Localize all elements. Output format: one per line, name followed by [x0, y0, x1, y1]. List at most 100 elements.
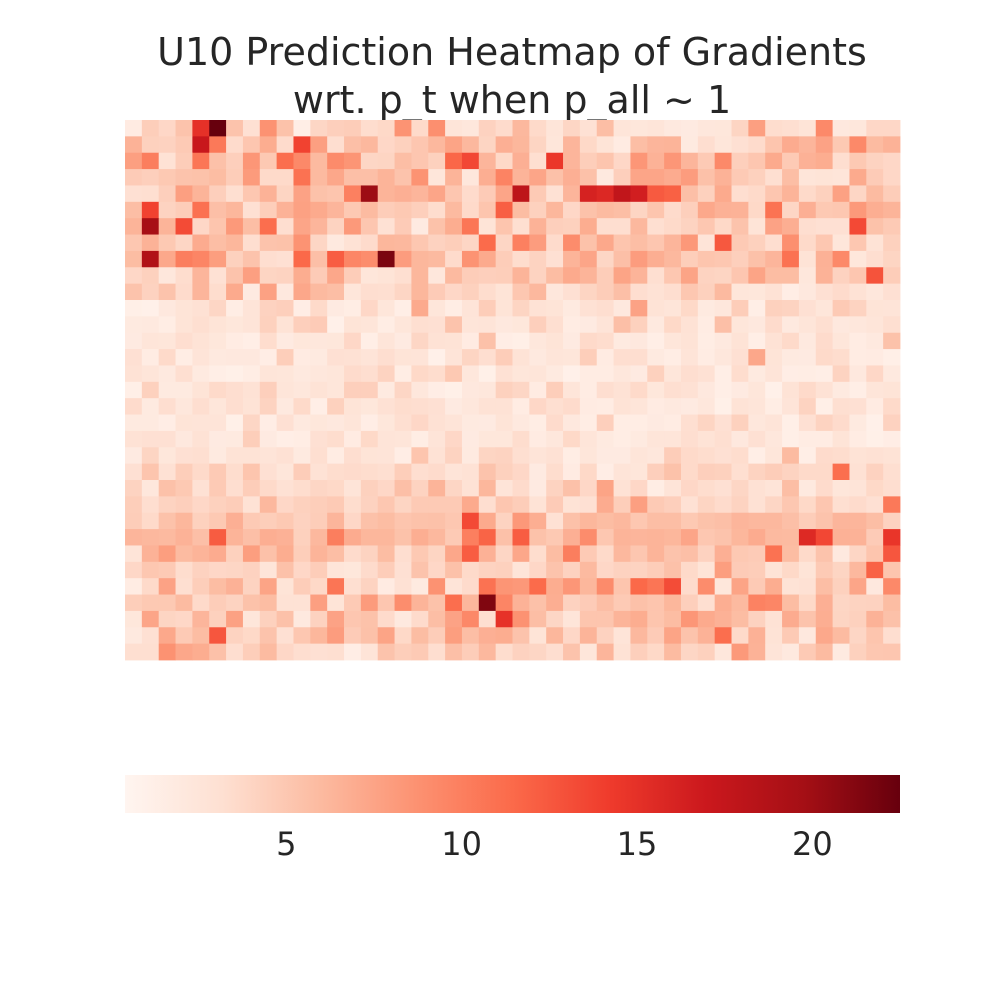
- heatmap-cell: [276, 300, 294, 317]
- heatmap-cell: [546, 643, 564, 661]
- heatmap-cell: [360, 283, 379, 301]
- heatmap-cell: [226, 169, 244, 186]
- heatmap-cell: [630, 185, 648, 203]
- heatmap-cell: [748, 300, 766, 317]
- heatmap-cell: [242, 643, 261, 661]
- heatmap-cell: [731, 414, 749, 432]
- heatmap-cell: [512, 463, 530, 481]
- heatmap-cell: [647, 381, 665, 399]
- heatmap-cell: [866, 463, 884, 481]
- heatmap-cell: [495, 398, 513, 415]
- heatmap-cell: [798, 332, 817, 350]
- heatmap-cell: [293, 529, 311, 546]
- heatmap-cell: [394, 201, 412, 219]
- heatmap-cell: [563, 512, 581, 530]
- heatmap-cell: [461, 218, 480, 235]
- heatmap-cell: [461, 643, 480, 661]
- heatmap-cell: [765, 218, 783, 235]
- heatmap-cell: [175, 512, 193, 530]
- heatmap-cell: [883, 349, 901, 366]
- heatmap-cell: [411, 480, 429, 497]
- heatmap-cell: [394, 610, 412, 628]
- heatmap-cell: [461, 267, 480, 285]
- heatmap-cell: [883, 218, 901, 235]
- heatmap-cell: [276, 529, 294, 546]
- heatmap-cell: [630, 561, 648, 579]
- heatmap-cell: [394, 496, 412, 514]
- heatmap-cell: [512, 300, 530, 317]
- heatmap-cell: [461, 120, 480, 137]
- heatmap-cell: [226, 365, 244, 383]
- heatmap-cell: [310, 218, 328, 235]
- heatmap-cell: [832, 529, 850, 546]
- heatmap-cell: [495, 218, 513, 235]
- heatmap-cell: [461, 283, 480, 301]
- heatmap-cell: [158, 136, 176, 154]
- heatmap-cell: [596, 594, 614, 612]
- heatmap-cell: [125, 594, 143, 612]
- heatmap-cell: [394, 447, 412, 465]
- heatmap-cell: [512, 365, 530, 383]
- heatmap-cell: [394, 136, 412, 154]
- heatmap-cell: [546, 332, 564, 350]
- heatmap-cell: [512, 398, 530, 415]
- heatmap-cell: [377, 545, 395, 563]
- heatmap-cell: [714, 136, 732, 154]
- heatmap-cell: [832, 185, 850, 203]
- heatmap-cell: [832, 365, 850, 383]
- heatmap-cell: [209, 545, 227, 563]
- heatmap-cell: [765, 430, 783, 448]
- heatmap-cell: [883, 169, 901, 186]
- heatmap-cell: [765, 480, 783, 497]
- heatmap-cell: [360, 610, 379, 628]
- heatmap-cell: [478, 267, 497, 285]
- heatmap-cell: [495, 136, 513, 154]
- heatmap-cell: [630, 267, 648, 285]
- heatmap-cell: [529, 136, 547, 154]
- heatmap-cell: [883, 332, 901, 350]
- heatmap-cell: [209, 169, 227, 186]
- heatmap-cell: [360, 414, 379, 432]
- heatmap-cell: [125, 545, 143, 563]
- heatmap-cell: [411, 218, 429, 235]
- heatmap-cell: [276, 316, 294, 334]
- heatmap-cell: [495, 152, 513, 170]
- heatmap-cell: [461, 365, 480, 383]
- colorbar-tick-label: 20: [792, 825, 833, 863]
- heatmap-cell: [765, 332, 783, 350]
- heatmap-cell: [563, 365, 581, 383]
- heatmap-cell: [664, 496, 682, 514]
- heatmap-cell: [748, 447, 766, 465]
- heatmap-cell: [714, 627, 732, 645]
- heatmap-cell: [529, 201, 547, 219]
- heatmap-cell: [563, 316, 581, 334]
- heatmap-cell: [596, 201, 614, 219]
- heatmap-cell: [495, 169, 513, 186]
- heatmap-cell: [478, 218, 497, 235]
- heatmap-cell: [849, 496, 867, 514]
- heatmap-cell: [158, 578, 176, 595]
- chart-title-line-2: wrt. p_t when p_all ~ 1: [293, 78, 731, 122]
- heatmap-cell: [310, 594, 328, 612]
- heatmap-cell: [664, 169, 682, 186]
- heatmap-cell: [630, 594, 648, 612]
- heatmap-cell: [579, 250, 598, 268]
- heatmap-cell: [192, 218, 210, 235]
- heatmap-cell: [478, 447, 497, 465]
- heatmap-cell: [209, 627, 227, 645]
- heatmap-cell: [259, 463, 278, 481]
- heatmap-cell: [209, 381, 227, 399]
- heatmap-cell: [765, 185, 783, 203]
- heatmap-cell: [782, 480, 800, 497]
- heatmap-cell: [596, 545, 614, 563]
- heatmap-cell: [175, 349, 193, 366]
- heatmap-cell: [226, 512, 244, 530]
- heatmap-cell: [209, 349, 227, 366]
- heatmap-cell: [192, 463, 210, 481]
- heatmap-cell: [445, 136, 463, 154]
- heatmap-cell: [377, 447, 395, 465]
- heatmap-cell: [125, 316, 143, 334]
- heatmap-cell: [697, 529, 716, 546]
- heatmap-cell: [428, 643, 446, 661]
- heatmap-cell: [849, 136, 867, 154]
